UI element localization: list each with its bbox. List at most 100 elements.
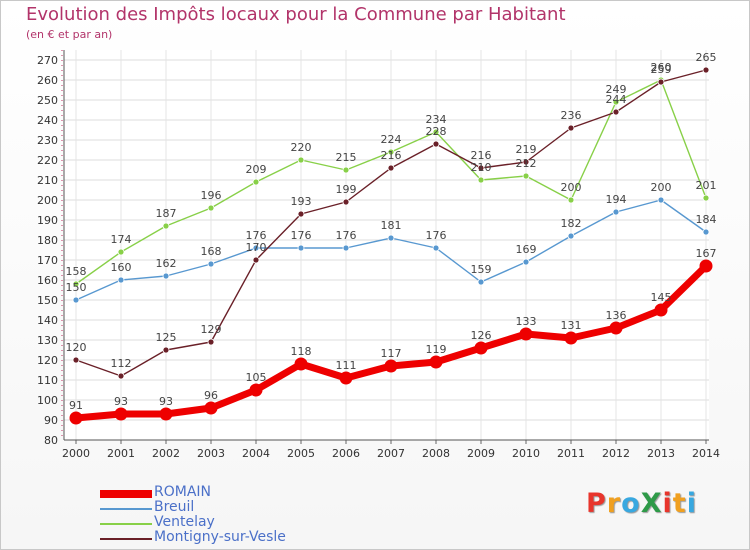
x-tick-label: 2009 [467,447,495,460]
y-tick-label: 240 [37,114,58,127]
data-point-montigny-sur-vesle [162,346,170,354]
legend-swatch [100,523,152,525]
data-label-ventelay: 200 [561,181,582,194]
data-point-ventelay [522,172,530,180]
chart-title: Evolution des Impôts locaux pour la Comm… [26,4,566,25]
data-point-breuil [162,272,170,280]
x-tick-label: 2007 [377,447,405,460]
data-label-breuil: 169 [516,243,537,256]
data-point-breuil [522,258,530,266]
y-tick-label: 80 [44,434,58,447]
data-point-montigny-sur-vesle [432,140,440,148]
data-point-ventelay [432,128,440,136]
data-label-montigny-sur-vesle: 228 [426,125,447,138]
data-point-romain [474,341,488,355]
data-label-montigny-sur-vesle: 170 [246,241,267,254]
data-point-montigny-sur-vesle [477,164,485,172]
legend-label: Montigny-sur-Vesle [154,529,286,545]
data-label-romain: 117 [381,347,402,360]
data-point-montigny-sur-vesle [72,356,80,364]
data-point-ventelay [117,248,125,256]
data-point-breuil [252,244,260,252]
data-label-montigny-sur-vesle: 236 [561,109,582,122]
data-point-montigny-sur-vesle [297,210,305,218]
data-point-montigny-sur-vesle [657,78,665,86]
data-point-breuil [387,234,395,242]
data-label-breuil: 150 [66,281,87,294]
data-point-ventelay [207,204,215,212]
data-label-montigny-sur-vesle: 129 [201,323,222,336]
data-label-montigny-sur-vesle: 265 [696,51,717,64]
y-tick-label: 190 [37,214,58,227]
data-label-ventelay: 249 [606,83,627,96]
data-label-ventelay: 158 [66,265,87,278]
data-label-romain: 119 [426,343,447,356]
data-point-romain [519,327,533,341]
data-point-romain [654,303,668,317]
x-tick-label: 2011 [557,447,585,460]
data-label-ventelay: 196 [201,189,222,202]
data-label-romain: 133 [516,315,537,328]
data-point-romain [384,359,398,373]
legend-swatch [100,508,152,510]
legend-swatch [100,490,152,498]
data-point-romain [249,383,263,397]
data-label-montigny-sur-vesle: 112 [111,357,132,370]
legend-label: ROMAIN [154,484,212,500]
legend-label: Breuil [154,499,195,515]
data-label-montigny-sur-vesle: 216 [471,149,492,162]
data-label-romain: 167 [696,247,717,260]
data-point-breuil [207,260,215,268]
data-label-montigny-sur-vesle: 199 [336,183,357,196]
data-point-romain [204,401,218,415]
data-label-montigny-sur-vesle: 244 [606,93,627,106]
data-point-breuil [657,196,665,204]
data-label-breuil: 160 [111,261,132,274]
data-label-breuil: 194 [606,193,627,206]
data-point-breuil [567,232,575,240]
data-label-romain: 93 [159,395,173,408]
data-point-montigny-sur-vesle [702,66,710,74]
data-point-montigny-sur-vesle [387,164,395,172]
y-tick-label: 140 [37,314,58,327]
y-tick-label: 180 [37,234,58,247]
x-tick-label: 2004 [242,447,270,460]
y-tick-label: 250 [37,94,58,107]
data-label-ventelay: 187 [156,207,177,220]
data-label-montigny-sur-vesle: 193 [291,195,312,208]
y-tick-label: 160 [37,274,58,287]
y-tick-label: 150 [37,294,58,307]
y-tick-label: 120 [37,354,58,367]
data-label-romain: 96 [204,389,218,402]
data-label-montigny-sur-vesle: 259 [651,63,672,76]
data-label-ventelay: 224 [381,133,402,146]
x-tick-label: 2002 [152,447,180,460]
data-point-romain [69,411,83,425]
x-tick-label: 2003 [197,447,225,460]
data-point-ventelay [567,196,575,204]
data-point-breuil [477,278,485,286]
data-point-ventelay [342,166,350,174]
data-label-romain: 136 [606,309,627,322]
data-point-montigny-sur-vesle [117,372,125,380]
data-point-breuil [297,244,305,252]
data-point-montigny-sur-vesle [567,124,575,132]
chart-subtitle: (en € et par an) [26,28,113,41]
y-tick-label: 270 [37,54,58,67]
data-point-ventelay [387,148,395,156]
x-tick-label: 2006 [332,447,360,460]
data-label-breuil: 181 [381,219,402,232]
data-point-montigny-sur-vesle [342,198,350,206]
data-point-breuil [72,296,80,304]
data-point-montigny-sur-vesle [522,158,530,166]
data-label-montigny-sur-vesle: 125 [156,331,177,344]
data-label-ventelay: 234 [426,113,447,126]
data-point-breuil [117,276,125,284]
legend-label: Ventelay [154,514,215,530]
data-point-romain [159,407,173,421]
data-point-romain [564,331,578,345]
data-label-ventelay: 215 [336,151,357,164]
x-tick-label: 2013 [647,447,675,460]
data-point-romain [339,371,353,385]
